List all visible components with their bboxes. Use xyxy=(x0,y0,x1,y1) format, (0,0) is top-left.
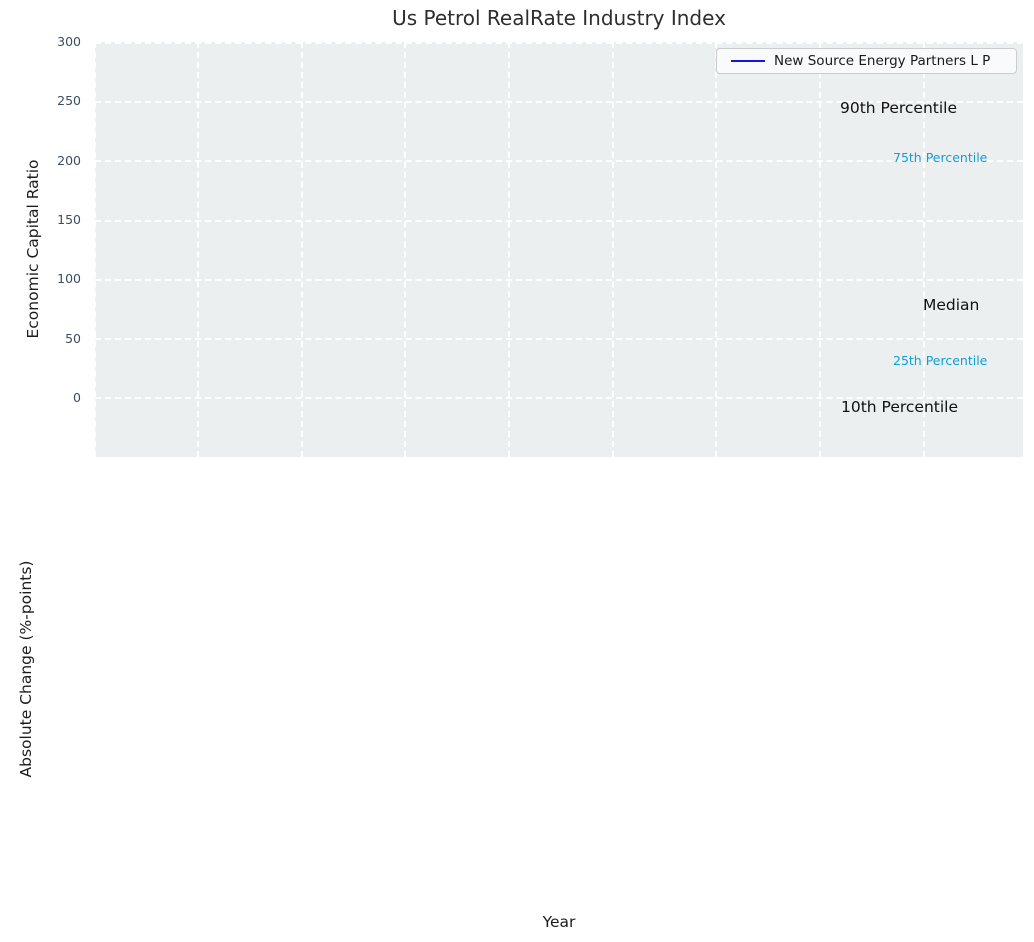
annotation-median: Median xyxy=(923,296,980,314)
gridline-h xyxy=(94,160,1023,163)
gridline-v xyxy=(922,42,925,457)
gridline-v xyxy=(404,42,407,457)
legend-line-swatch xyxy=(731,59,765,62)
gridline-h xyxy=(94,42,1023,44)
y-tick-label: 0 xyxy=(73,389,81,405)
legend-label: New Source Energy Partners L P xyxy=(774,52,991,69)
gridline-v xyxy=(818,42,821,457)
y-tick-label: 150 xyxy=(57,212,81,228)
gridline-h xyxy=(94,278,1023,281)
annotation-90th-percentile: 90th Percentile xyxy=(840,99,958,117)
y-axis-label-bottom: Absolute Change (%-points) xyxy=(17,560,35,778)
gridline-h xyxy=(94,338,1023,341)
annotation-10th-percentile: 10th Percentile xyxy=(841,398,959,416)
y-tick-label: 250 xyxy=(57,93,81,109)
annotation-25th-percentile: 25th Percentile xyxy=(893,353,988,368)
gridline-v xyxy=(197,42,200,457)
chart-title: Us Petrol RealRate Industry Index xyxy=(392,6,726,30)
gridline-h xyxy=(94,219,1023,222)
y-tick-label: 50 xyxy=(65,330,81,346)
gridline-v xyxy=(508,42,510,457)
y-tick-label: 200 xyxy=(57,152,81,168)
gridline-h xyxy=(94,100,1023,103)
absolute-change-panel xyxy=(95,461,1024,879)
y-tick-label: 100 xyxy=(57,271,81,287)
y-axis-label-top: Economic Capital Ratio xyxy=(24,159,42,339)
x-axis-label: Year xyxy=(542,913,576,931)
gridline-v xyxy=(611,42,614,457)
gridline-v xyxy=(715,42,718,457)
annotation-75th-percentile: 75th Percentile xyxy=(893,150,988,165)
economic-capital-panel xyxy=(94,42,1023,457)
gridline-h xyxy=(94,397,1023,400)
legend: New Source Energy Partners L P xyxy=(716,47,1017,74)
gridline-v xyxy=(300,42,303,457)
y-tick-label: 300 xyxy=(57,34,81,50)
gridline-v xyxy=(94,42,96,457)
